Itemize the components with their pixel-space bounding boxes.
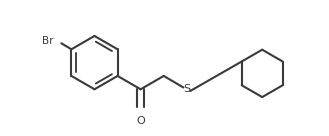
Text: S: S: [183, 84, 190, 94]
Text: Br: Br: [42, 36, 53, 46]
Text: O: O: [136, 116, 145, 126]
